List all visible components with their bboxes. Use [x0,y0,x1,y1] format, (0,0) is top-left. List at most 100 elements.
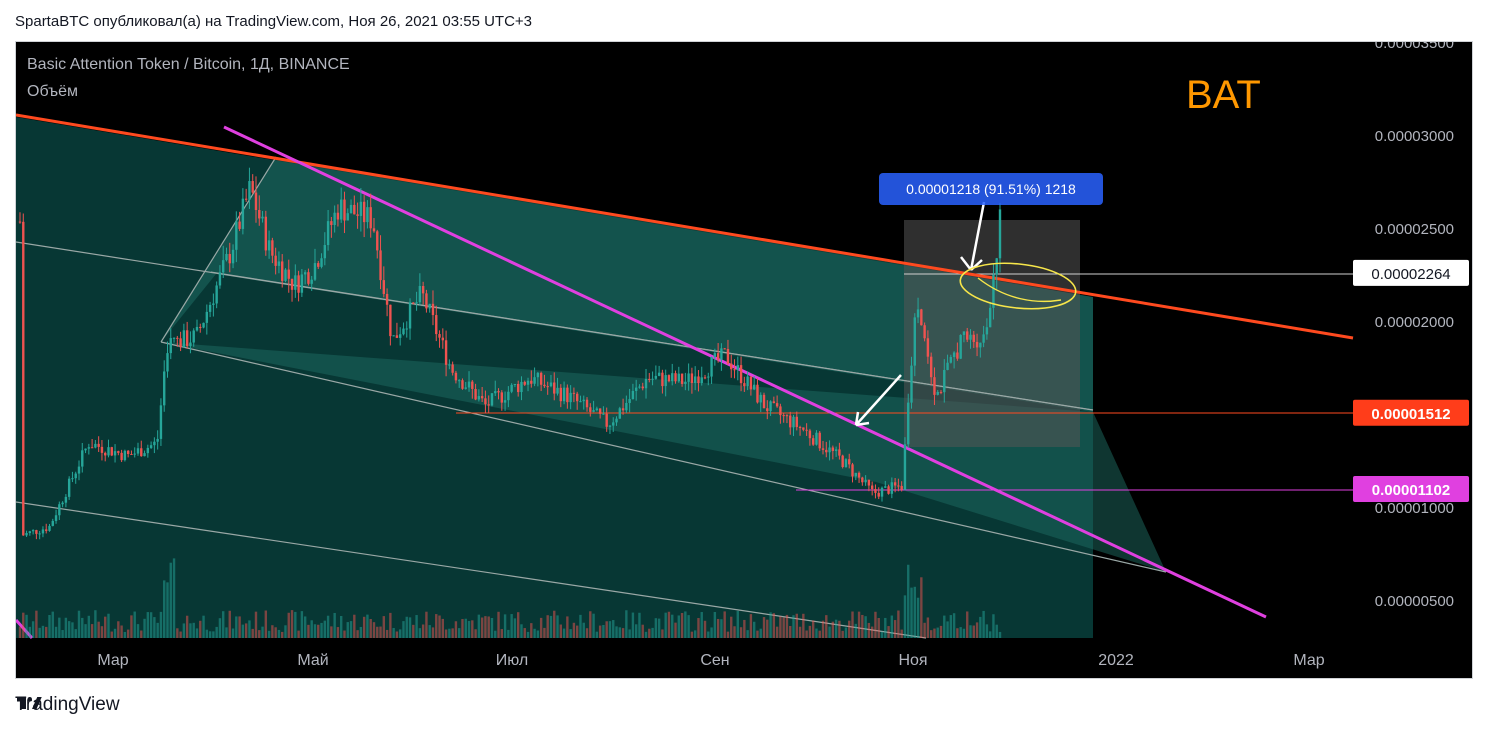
candle-body [41,529,45,534]
volume-bar [431,627,435,638]
candle-body [648,378,651,380]
candle-body [264,216,268,251]
volume-bar [497,611,500,638]
volume-bar [126,629,130,638]
candle-body [864,479,867,483]
candle-body [785,415,789,417]
volume-bar [890,615,894,638]
x-tick-label: Июл [496,652,528,669]
candle-body [752,384,756,390]
volume-bar [84,624,87,638]
volume-bar [907,564,910,638]
candle-body [480,396,484,399]
volume-bar [156,622,159,638]
candle-body [644,378,648,389]
candle-body [100,446,104,453]
candle-body [985,327,989,335]
candle-body [457,380,461,382]
volume-bar [575,625,579,638]
volume-bar [893,620,897,638]
volume-bar [520,624,523,638]
candle-body [392,335,395,337]
volume-bar [254,611,258,638]
volume-bar [74,629,77,638]
candle-body [77,466,81,474]
candle-body [923,325,926,339]
volume-bar [182,623,186,638]
candle-body [884,486,887,488]
candle-body [943,369,946,393]
volume-bar [628,629,631,638]
candle-body [159,405,163,439]
volume-bar [684,611,687,638]
volume-bar [405,616,408,638]
candle-body [667,375,671,382]
volume-bar [271,625,274,638]
candle-body [189,342,192,346]
volume-bar [674,622,677,638]
volume-bar [559,624,563,638]
candle-body [969,334,972,340]
candle-body [172,337,176,339]
volume-bar [638,612,641,638]
chart-panel[interactable]: Basic Attention Token / Bitcoin, 1Д, BIN… [15,41,1473,679]
channel-line-lower [160,341,1167,573]
volume-bar [117,621,120,638]
x-tick-label: 2022 [1098,652,1134,669]
candle-body [759,394,762,403]
resistance-trendline [16,113,1354,340]
volume-bar [163,580,166,638]
candle-body [592,410,595,412]
volume-bar [792,615,795,638]
candle-body [844,459,848,467]
volume-bar [523,628,526,638]
candle-body [903,444,907,490]
candle-body [982,334,985,343]
volume-bar [929,630,933,638]
x-tick-label: Ноя [898,652,927,669]
candle-body [730,363,733,370]
candle-body [805,429,808,431]
candle-body [349,204,353,214]
candle-body [772,401,776,404]
volume-bar [926,617,930,638]
volume-bar [428,625,431,638]
volume-bar [231,628,235,638]
y-tick-label: 0.00002000 [1375,314,1454,331]
y-axis[interactable]: 0.00003500 0.00003000 0.00002500 0.00002000… [1375,42,1454,610]
volume-bar [307,624,310,638]
volume-bar [805,630,808,638]
volume-bar [870,626,874,638]
candle-body [35,530,38,534]
volume-bar [412,624,415,638]
volume-bar [195,628,199,638]
candle-body [294,275,297,290]
candle-body [97,443,100,447]
volume-bar [697,618,700,638]
volume-bar [494,630,497,638]
volume-bars [18,558,1002,638]
volume-bar [336,627,340,638]
candle-body [343,199,346,221]
volume-bar [985,624,989,638]
volume-bar [736,610,739,638]
volume-bar [228,610,231,638]
candle-body [421,286,425,294]
candle-body [916,309,920,318]
candle-body [310,279,313,284]
volume-bar [146,612,150,638]
candle-body [513,383,517,385]
volume-bar [703,620,707,638]
candle-body [225,253,228,261]
volume-bar [884,617,887,638]
candle-body [749,376,753,390]
candle-body [185,330,189,346]
volume-bar [287,612,290,638]
volume-bar [920,577,923,638]
price-chart[interactable]: Basic Attention Token / Bitcoin, 1Д, BIN… [16,42,1473,679]
triangle-edge-bottom [210,271,1094,411]
candle-body [687,373,690,382]
x-axis[interactable]: Мар Май Июл Сен Ноя 2022 Мар [97,652,1324,669]
candle-body [156,438,159,442]
volume-bar [100,626,104,638]
